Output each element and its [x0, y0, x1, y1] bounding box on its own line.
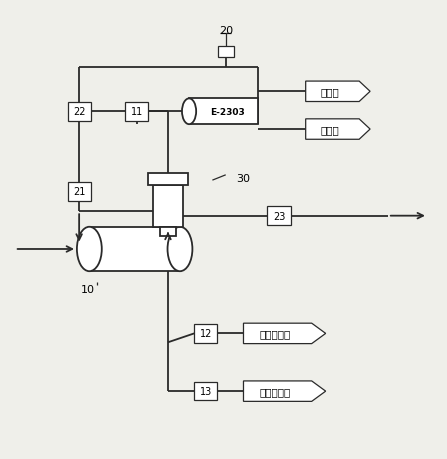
- Text: 10: 10: [81, 284, 95, 294]
- Text: 12: 12: [199, 329, 212, 339]
- Text: 11: 11: [131, 107, 143, 117]
- Bar: [89, 227, 180, 272]
- Bar: [67, 103, 91, 121]
- Text: E-2303: E-2303: [211, 107, 245, 117]
- Bar: [218, 47, 234, 58]
- Bar: [67, 183, 91, 201]
- Text: 冷媒出: 冷媒出: [321, 87, 340, 97]
- Text: 23: 23: [273, 211, 285, 221]
- Ellipse shape: [182, 99, 196, 125]
- Ellipse shape: [168, 227, 192, 272]
- Text: 至精制系统: 至精制系统: [259, 329, 291, 339]
- Polygon shape: [244, 381, 326, 402]
- Text: 20: 20: [219, 26, 233, 36]
- Polygon shape: [306, 120, 370, 140]
- Text: 30: 30: [236, 174, 250, 184]
- Text: 13: 13: [200, 386, 212, 396]
- Text: 22: 22: [73, 107, 85, 117]
- Polygon shape: [306, 82, 370, 102]
- Polygon shape: [244, 324, 326, 344]
- Bar: [153, 185, 183, 227]
- Bar: [125, 103, 148, 121]
- Text: 至废水系统: 至废水系统: [259, 386, 291, 396]
- Bar: [148, 174, 188, 185]
- Bar: [267, 207, 291, 225]
- Bar: [189, 99, 258, 125]
- Ellipse shape: [77, 227, 102, 272]
- Bar: [194, 325, 217, 343]
- Bar: [194, 382, 217, 401]
- Text: 冷媒进: 冷媒进: [321, 125, 340, 135]
- Bar: [160, 227, 176, 236]
- Text: 21: 21: [73, 187, 85, 197]
